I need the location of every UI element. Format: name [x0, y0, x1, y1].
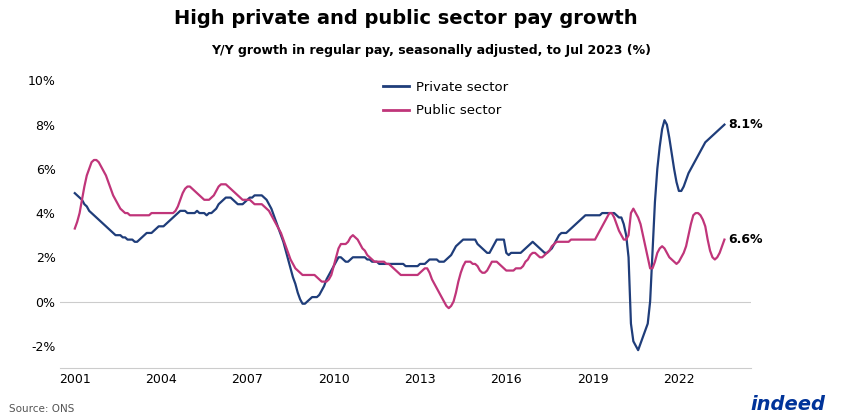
Text: Y/Y growth in regular pay, seasonally adjusted, to Jul 2023 (%): Y/Y growth in regular pay, seasonally ad…	[211, 44, 652, 57]
Text: Source: ONS: Source: ONS	[9, 404, 74, 414]
Title: High private and public sector pay growth: High private and public sector pay growt…	[173, 9, 638, 28]
Text: 6.6%: 6.6%	[728, 233, 763, 246]
Text: 8.1%: 8.1%	[728, 118, 764, 131]
Legend: Private sector, Public sector: Private sector, Public sector	[378, 75, 513, 122]
Text: indeed: indeed	[751, 395, 826, 414]
